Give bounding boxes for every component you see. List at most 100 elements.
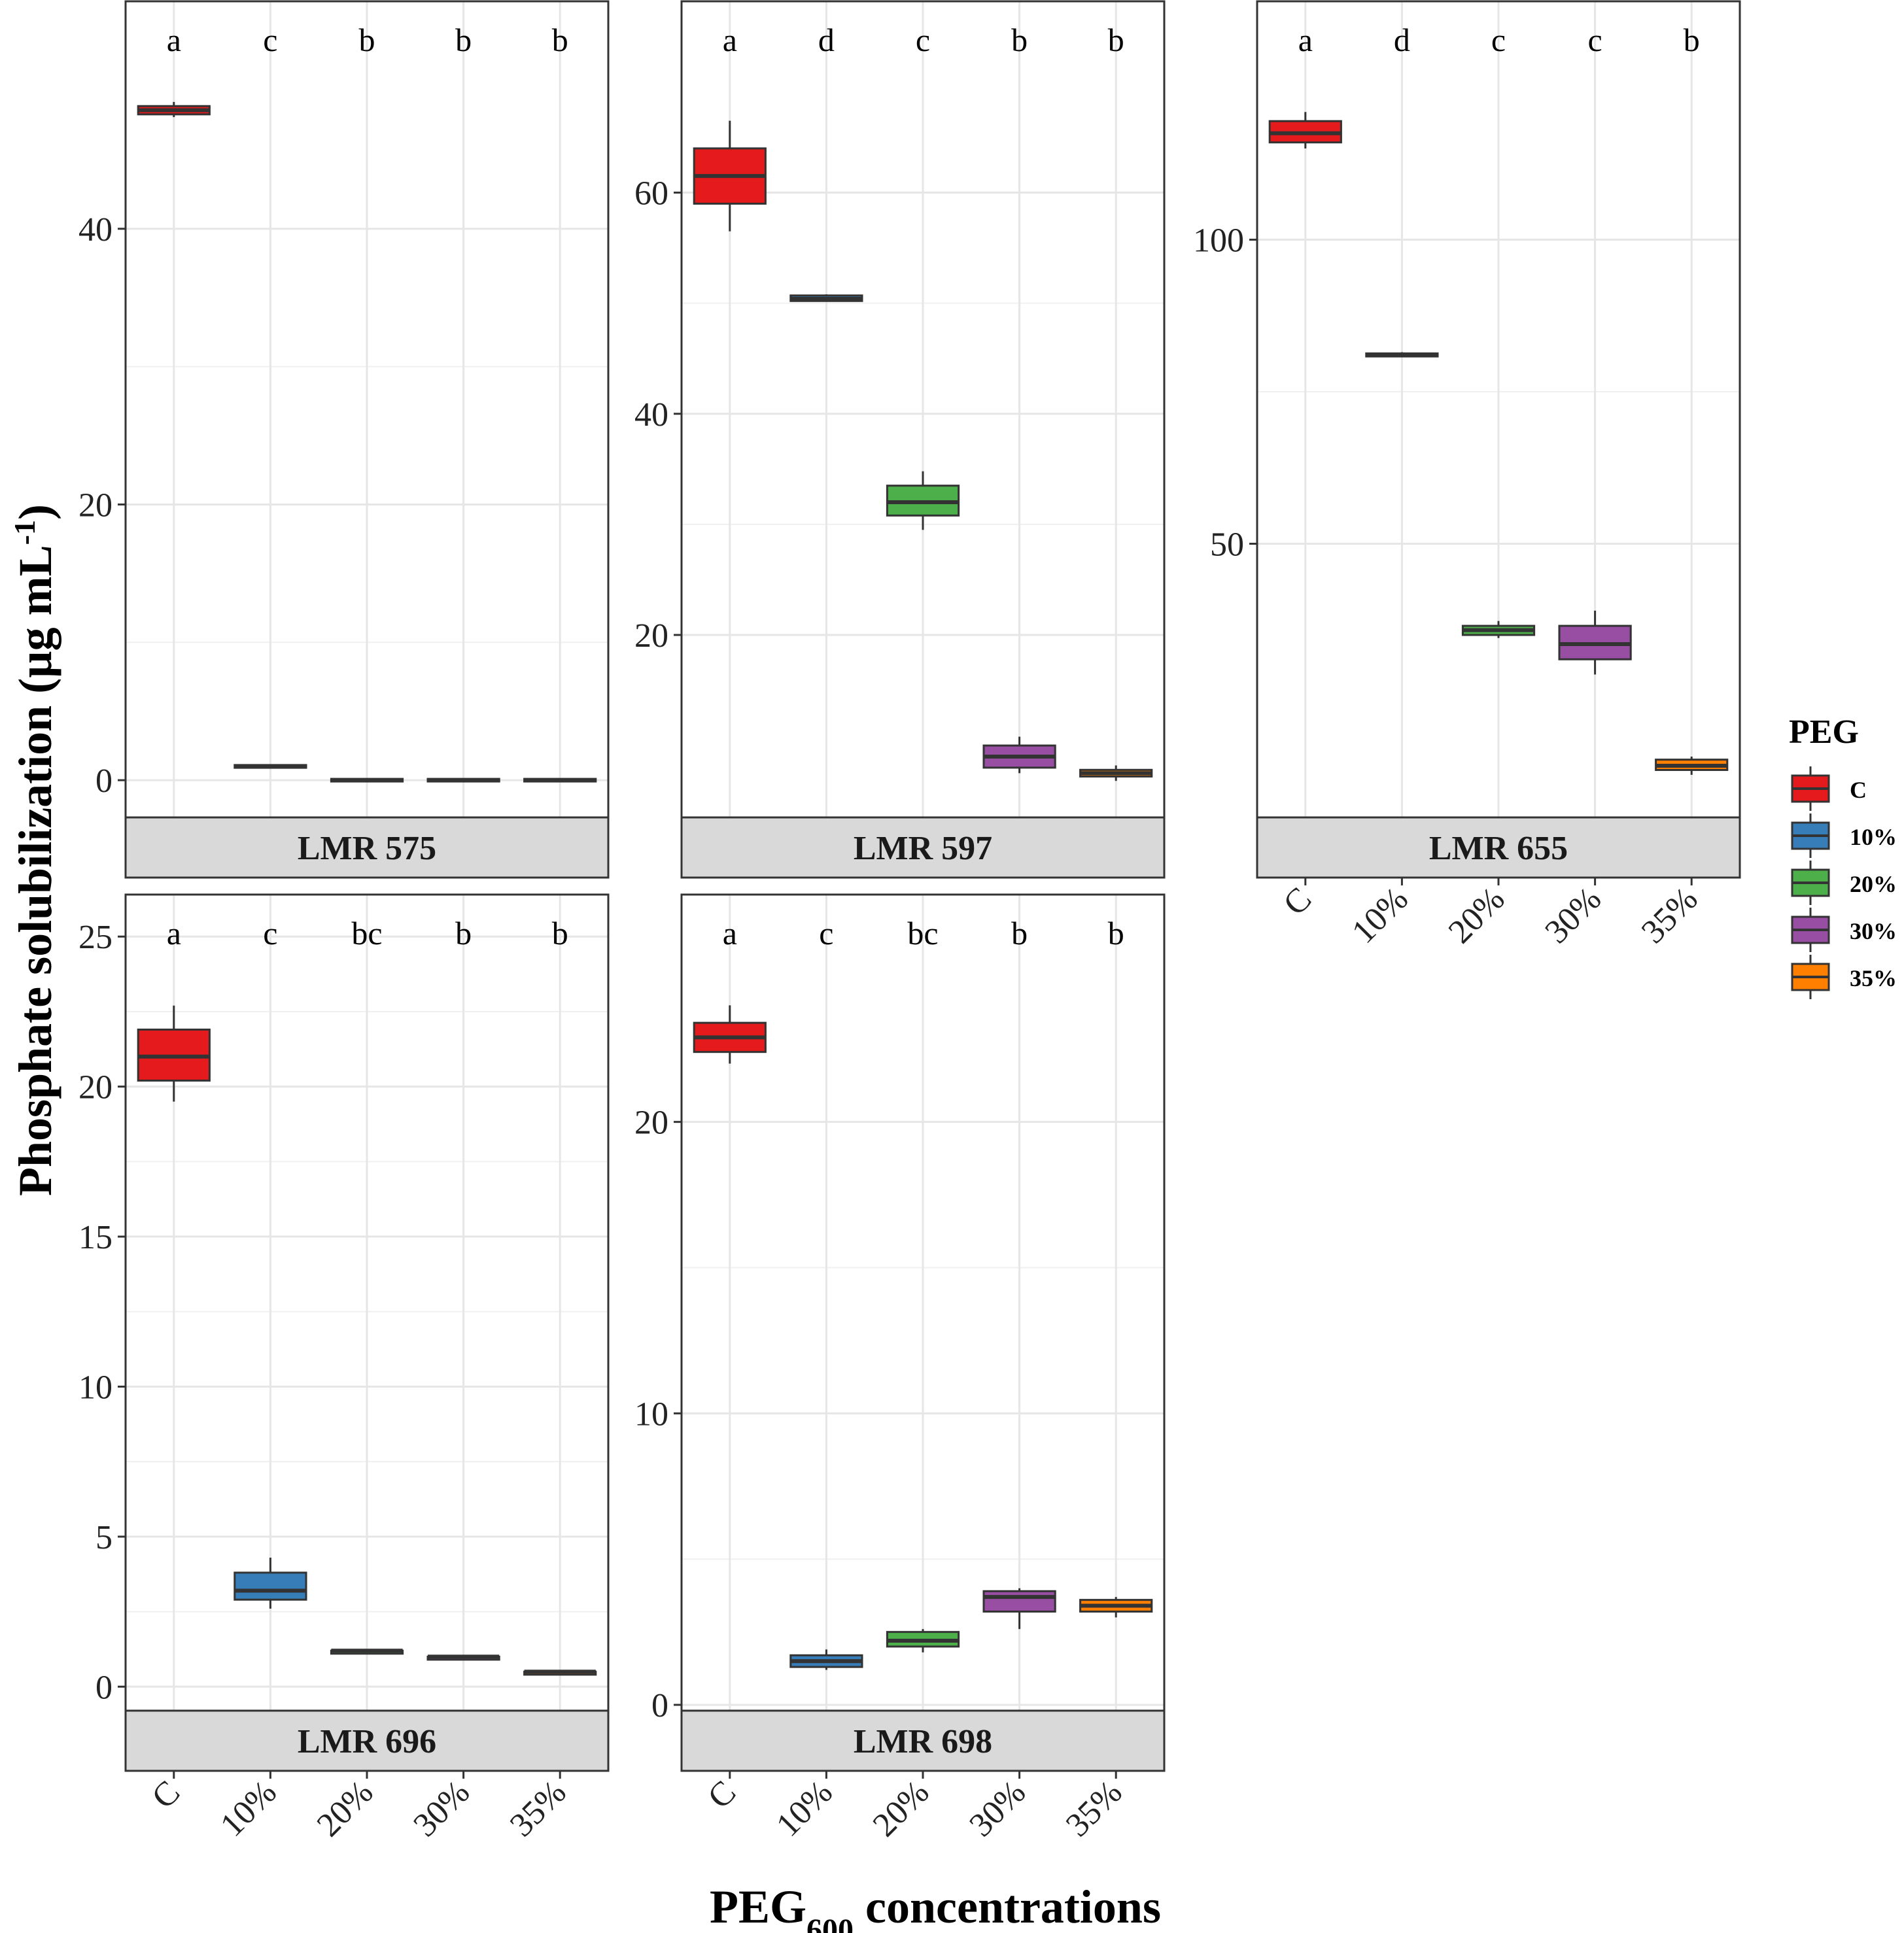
box-35% (1655, 757, 1729, 775)
box-20% (886, 1629, 960, 1652)
x-tick-label: C (701, 1773, 743, 1816)
y-tick-label: 20 (634, 617, 668, 655)
significance-letter: b (455, 22, 472, 58)
x-tick-label: 35% (503, 1773, 574, 1844)
y-tick-label: 20 (634, 1104, 668, 1142)
box-C (693, 120, 767, 231)
box-10% (234, 764, 307, 769)
panel-lmr-655: a d c c b 50 100 LMR 655 C 10% 20% 30% 35% (1193, 0, 1741, 951)
x-tick-label: 20% (310, 1773, 381, 1844)
significance-letter: b (1011, 915, 1028, 951)
box-10% (1365, 352, 1439, 358)
significance-letter: d (1394, 22, 1410, 58)
significance-letter: c (1491, 22, 1506, 58)
y-tick-label: 40 (78, 211, 113, 248)
significance-letter: b (455, 915, 472, 951)
significance-letter: b (552, 22, 568, 58)
strip-label: LMR 575 (298, 830, 436, 867)
y-tick-label: 0 (95, 762, 113, 800)
y-axis-title-main: Phosphate solubilization (µg mL (9, 545, 61, 1196)
panel-lmr-698: a c bc b b 0 10 20 LMR 698 C 10% 20% 30% 35% (634, 893, 1166, 1844)
box-10% (234, 1558, 307, 1609)
significance-letter: a (723, 22, 737, 58)
box-20% (1461, 621, 1536, 638)
strip (124, 816, 610, 879)
legend-label: 30% (1850, 918, 1897, 944)
legend-label: 10% (1850, 824, 1897, 850)
y-axis-title-close: ) (9, 504, 61, 520)
strip-label: LMR 698 (854, 1723, 992, 1760)
x-tick-label: C (145, 1773, 187, 1816)
box-30% (982, 1588, 1056, 1630)
legend: PEG C 10% 20% 30% 35% (1789, 713, 1897, 999)
legend-label: 20% (1850, 871, 1897, 897)
x-tick-label: 10% (769, 1773, 840, 1844)
legend-title: PEG (1789, 713, 1859, 751)
x-axis-title-sub: 600 (806, 1913, 854, 1933)
box-C (137, 1005, 211, 1102)
box-30% (426, 1654, 500, 1661)
box-35% (523, 1669, 597, 1676)
y-tick-label: 25 (78, 919, 113, 956)
box-body (982, 1590, 1056, 1613)
legend-item: 10% (1791, 813, 1897, 858)
box-35% (523, 778, 597, 783)
significance-letter: b (1108, 22, 1124, 58)
box-20% (330, 1649, 404, 1655)
significance-letter: c (819, 915, 833, 951)
panel-lmr-597: a d c b b 20 40 60 LMR 597 (634, 0, 1166, 879)
box-20% (886, 471, 960, 530)
box-30% (426, 778, 500, 783)
significance-letter: a (167, 22, 181, 58)
legend-item: 30% (1791, 908, 1897, 952)
x-tick-label: 35% (1059, 1773, 1130, 1844)
x-tick-label: 30% (1538, 880, 1608, 951)
significance-letter: c (1587, 22, 1602, 58)
strip (1256, 816, 1741, 879)
x-tick-label: 10% (1345, 880, 1415, 951)
y-axis-title-sup: -1 (8, 520, 41, 545)
y-axis-title: Phosphate solubilization (µg mL-1) (8, 504, 62, 1196)
x-tick-label: 30% (406, 1773, 477, 1844)
y-tick-label: 100 (1193, 222, 1244, 260)
x-tick-label: 10% (213, 1773, 284, 1844)
y-tick-label: 15 (78, 1219, 113, 1256)
y-tick-label: 20 (78, 1069, 113, 1106)
significance-letter: a (1298, 22, 1313, 58)
legend-item: 20% (1791, 861, 1897, 905)
box-35% (1079, 765, 1153, 781)
significance-letter: b (1011, 22, 1028, 58)
y-tick-label: 5 (95, 1519, 113, 1556)
x-axis-title-rest: concentrations (854, 1881, 1161, 1933)
significance-letter: b (359, 22, 375, 58)
panels: a c b b b 0 20 40 LMR 575 a d c b b 20 40 60 LMR 597 a d c c b… (78, 0, 1741, 1844)
significance-letter: c (263, 915, 277, 951)
x-axis-title: PEG600 concentrations (710, 1881, 1161, 1933)
strip-label: LMR 655 (1429, 830, 1568, 867)
y-tick-label: 0 (95, 1669, 113, 1706)
y-tick-label: 20 (78, 487, 113, 524)
box-30% (1558, 610, 1632, 675)
significance-letter: a (723, 915, 737, 951)
panel-lmr-575: a c b b b 0 20 40 LMR 575 (78, 0, 610, 879)
significance-letter: d (818, 22, 835, 58)
legend-label: C (1850, 777, 1867, 803)
box-10% (789, 294, 863, 302)
y-tick-label: 0 (651, 1687, 668, 1724)
y-tick-label: 10 (78, 1369, 113, 1406)
strip (680, 1709, 1166, 1772)
legend-item: C (1791, 766, 1867, 811)
strip-label: LMR 696 (298, 1723, 436, 1760)
significance-letter: c (263, 22, 277, 58)
x-tick-label: 20% (1442, 880, 1512, 951)
box-C (137, 101, 211, 118)
x-tick-label: 30% (962, 1773, 1033, 1844)
strip (124, 1709, 610, 1772)
y-tick-label: 40 (634, 396, 668, 434)
strip-label: LMR 597 (854, 830, 992, 867)
significance-letter: b (1684, 22, 1700, 58)
box-body (234, 1571, 307, 1601)
strip (680, 816, 1166, 879)
y-tick-label: 60 (634, 175, 668, 213)
